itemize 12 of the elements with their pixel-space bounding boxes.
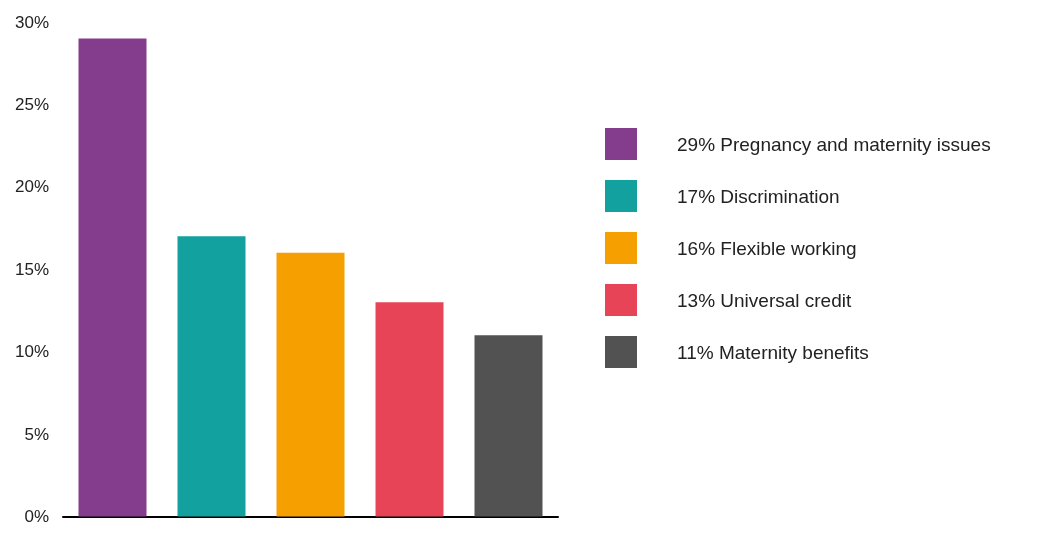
y-tick-label: 0% <box>24 507 49 526</box>
y-tick-label: 10% <box>14 342 49 362</box>
legend-label: 16% Flexible working <box>677 237 857 259</box>
legend-label: 17% Discrimination <box>677 185 840 207</box>
legend-label: 29% Pregnancy and maternity issues <box>677 133 991 155</box>
y-tick-label: 20% <box>14 177 49 197</box>
y-tick-label: 5% <box>24 424 49 444</box>
y-tick-label: 15% <box>14 259 49 279</box>
legend-label: 13% Universal credit <box>677 289 852 311</box>
legend-label: 11% Maternity benefits <box>677 341 869 363</box>
y-tick-label: 25% <box>14 94 49 114</box>
y-tick-label: 30% <box>14 12 49 32</box>
